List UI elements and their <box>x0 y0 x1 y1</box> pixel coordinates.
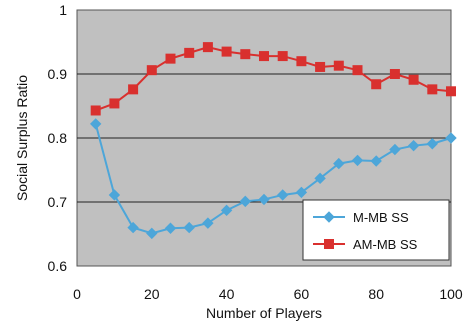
y-tick-label: 0.8 <box>48 130 68 146</box>
data-point <box>202 42 213 53</box>
series-1 <box>89 118 457 240</box>
legend-marker <box>324 239 334 249</box>
data-point <box>295 186 308 199</box>
data-point <box>427 84 438 95</box>
data-point <box>108 189 121 201</box>
data-point <box>183 221 195 234</box>
data-point <box>277 51 288 62</box>
y-tick-label: 0.9 <box>48 66 68 82</box>
data-point <box>371 79 382 90</box>
legend-box <box>302 199 450 261</box>
y-tick-label: 0.7 <box>48 194 68 210</box>
data-point <box>220 204 233 217</box>
data-point <box>258 193 270 206</box>
y-axis-title: Social Surplus Ratio <box>14 75 30 201</box>
data-point <box>184 47 195 58</box>
y-tick-label: 1 <box>59 2 67 18</box>
data-point <box>352 65 363 76</box>
x-tick-label: 0 <box>73 286 81 302</box>
data-point <box>90 105 101 116</box>
data-point <box>333 60 344 71</box>
data-point <box>146 227 158 240</box>
data-point <box>426 138 439 150</box>
x-tick-label: 40 <box>219 286 235 302</box>
data-point <box>389 69 400 79</box>
y-tick-label: 0.6 <box>48 258 68 274</box>
x-tick-label: 100 <box>439 286 463 302</box>
series-2 <box>90 42 456 116</box>
x-tick-label: 60 <box>294 286 310 302</box>
data-point <box>89 118 102 130</box>
tick-labels: 0.6 0.7 0.8 0.9 1 0 20 40 60 80 100 <box>48 2 463 302</box>
data-point <box>333 157 345 170</box>
data-point <box>407 139 420 152</box>
data-point <box>370 155 382 167</box>
legend-item: M-MB SS <box>313 210 409 225</box>
x-tick-label: 20 <box>144 286 160 302</box>
data-point <box>109 98 120 109</box>
data-point <box>296 56 307 67</box>
data-point <box>202 217 214 229</box>
data-point <box>351 154 364 167</box>
data-point <box>240 49 251 60</box>
legend-label: M-MB SS <box>353 210 409 225</box>
data-point <box>408 74 419 85</box>
data-point <box>165 53 176 64</box>
series-layer <box>89 42 457 240</box>
data-point <box>276 189 289 201</box>
data-point <box>315 61 326 72</box>
data-point <box>239 195 252 208</box>
data-point <box>128 84 139 95</box>
data-point <box>314 172 326 185</box>
legend-item: AM-MB SS <box>313 237 418 252</box>
data-point <box>446 86 456 97</box>
data-point <box>259 51 269 62</box>
data-point <box>164 222 177 234</box>
data-point <box>146 65 157 76</box>
legend: M-MB SS AM-MB SS <box>302 199 450 261</box>
data-point <box>445 132 457 144</box>
legend-marker <box>323 211 335 223</box>
data-point <box>127 221 139 234</box>
x-axis-title: Number of Players <box>206 305 322 321</box>
x-tick-label: 80 <box>368 286 384 302</box>
data-point <box>221 46 232 57</box>
legend-label: AM-MB SS <box>353 237 418 252</box>
data-point <box>389 143 401 156</box>
